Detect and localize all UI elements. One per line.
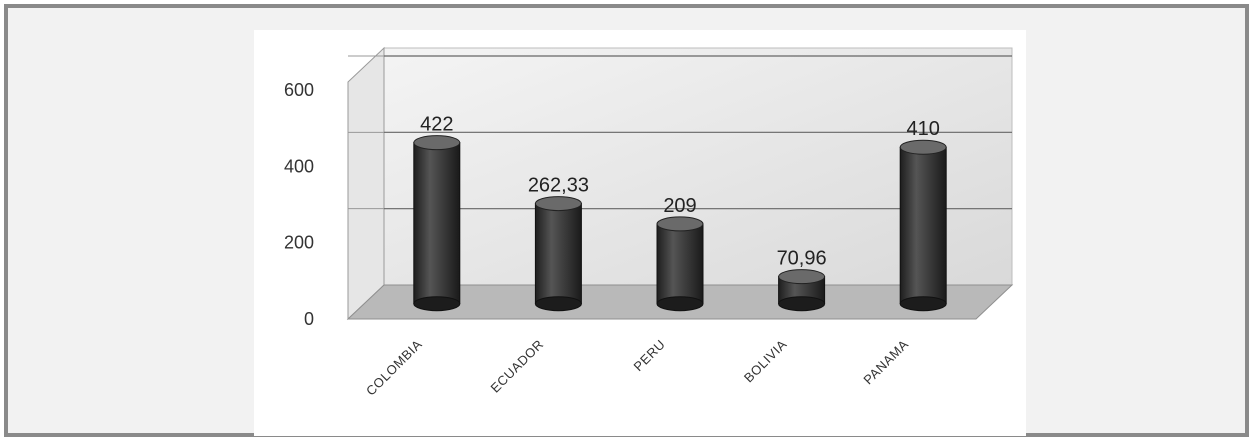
bar xyxy=(899,139,947,312)
bar-chart: 0 200 400 600 422 COLOMBIA 262,33 ECUADOR 209 PER… xyxy=(284,46,1014,399)
data-label: 70,96 xyxy=(777,248,827,270)
side-wall xyxy=(347,46,385,321)
x-category-label: PERU xyxy=(631,337,669,375)
x-category-label: ECUADOR xyxy=(487,337,546,396)
y-tick-label: 600 xyxy=(284,80,314,100)
x-category-label: BOLIVIA xyxy=(741,337,790,386)
bar xyxy=(656,216,704,312)
bar xyxy=(534,196,582,312)
bar xyxy=(778,269,826,312)
x-category-label: PANAMA xyxy=(860,337,911,388)
chart-panel: 0 200 400 600 422 COLOMBIA 262,33 ECUADOR 209 PER… xyxy=(254,30,1026,436)
y-tick-label: 200 xyxy=(284,233,314,253)
data-label: 422 xyxy=(420,114,453,136)
outer-frame: 0 200 400 600 422 COLOMBIA 262,33 ECUADOR 209 PER… xyxy=(4,4,1249,437)
x-category-label: COLOMBIA xyxy=(363,337,425,399)
y-tick-label: 0 xyxy=(304,309,314,329)
data-label: 209 xyxy=(663,195,696,217)
y-tick-label: 400 xyxy=(284,156,314,176)
bar xyxy=(413,135,461,312)
data-label: 410 xyxy=(907,118,940,140)
data-label: 262,33 xyxy=(528,175,589,197)
